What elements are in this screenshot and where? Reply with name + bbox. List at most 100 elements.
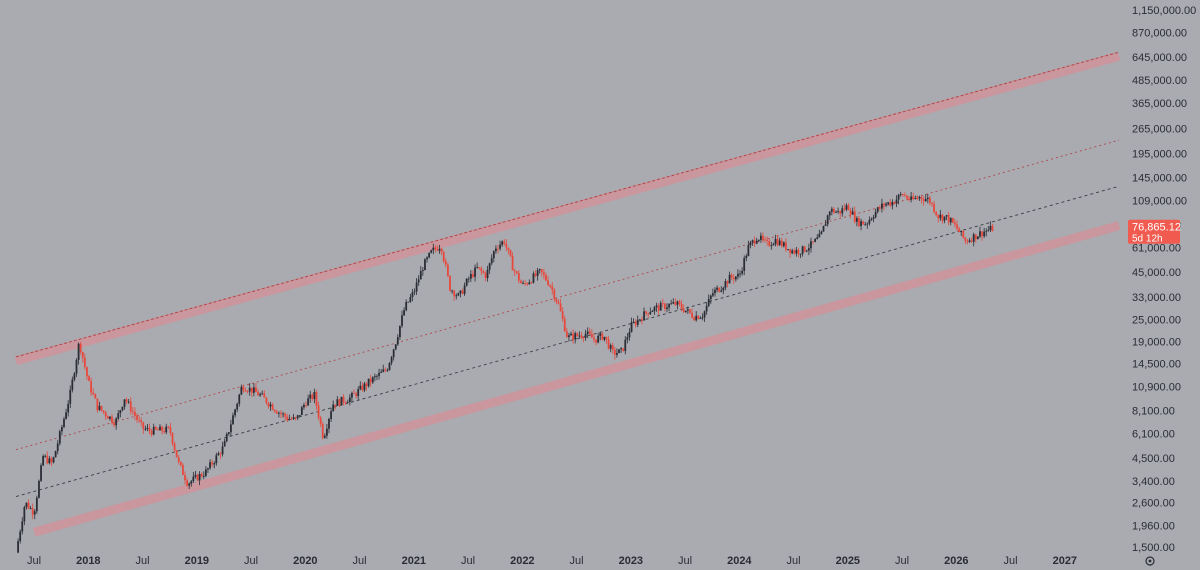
candle-body — [559, 303, 562, 312]
gear-icon[interactable] — [1145, 556, 1155, 566]
candle-body — [588, 331, 591, 334]
candle — [956, 220, 958, 231]
candle — [344, 401, 347, 405]
candle-body — [438, 248, 441, 251]
candle-body — [407, 301, 410, 303]
candle — [759, 232, 762, 243]
candle-body — [628, 332, 631, 338]
candle-body — [716, 287, 718, 290]
lower-mid-line — [15, 185, 1120, 497]
candle — [188, 482, 191, 490]
candle-body — [472, 274, 474, 277]
candle-body — [334, 404, 337, 406]
candle-body — [974, 234, 977, 240]
candle-body — [674, 302, 677, 305]
candle-body — [182, 465, 184, 475]
candle — [933, 200, 935, 214]
candle-body — [668, 304, 670, 308]
candle — [695, 311, 698, 322]
candle-body — [278, 412, 280, 414]
candle-body — [338, 399, 341, 406]
candle-body — [766, 240, 769, 241]
candle-body — [294, 417, 297, 419]
candle-body — [803, 246, 806, 252]
candle — [853, 206, 856, 224]
candle — [476, 262, 479, 269]
candle-body — [100, 405, 103, 411]
candle-body — [486, 269, 489, 279]
candle-body — [50, 458, 53, 463]
candle — [524, 279, 527, 286]
candle — [136, 413, 138, 424]
candle-body — [822, 225, 825, 232]
candle-body — [248, 387, 251, 392]
candle — [369, 374, 372, 388]
candle-body — [540, 269, 543, 273]
candle — [862, 220, 865, 225]
x-tick-label: Jul — [461, 555, 475, 567]
candle — [655, 302, 658, 312]
candle-body — [634, 321, 637, 325]
candle — [325, 423, 328, 439]
candle — [290, 416, 293, 421]
candle — [530, 281, 533, 285]
candle-body — [221, 446, 224, 455]
candle — [534, 270, 537, 278]
candle — [424, 258, 426, 271]
lower-channel-band — [32, 221, 1121, 537]
candle-body — [897, 194, 900, 200]
candle — [686, 306, 689, 315]
candle-body — [449, 275, 451, 291]
candle-body — [534, 273, 537, 276]
candle — [92, 388, 95, 396]
candle — [194, 470, 197, 479]
candle-body — [29, 508, 32, 509]
candle-body — [789, 249, 792, 254]
candle — [453, 289, 456, 301]
candle — [747, 240, 750, 257]
candle-body — [862, 221, 865, 225]
candle — [175, 449, 178, 458]
candle — [455, 293, 458, 300]
candle — [200, 472, 203, 478]
candle — [449, 275, 451, 292]
candle — [555, 298, 558, 305]
x-axis[interactable]: Jul 2018 Jul 2019 Jul 2020 Jul 2021 Jul 2022 Jul 20… — [27, 555, 1077, 567]
candle-body — [290, 418, 293, 420]
candle — [378, 368, 380, 380]
candle — [273, 409, 276, 413]
candle-body — [563, 318, 566, 332]
candle — [488, 262, 491, 274]
candle-body — [196, 474, 199, 481]
candle-body — [661, 303, 664, 304]
candle-body — [58, 431, 61, 444]
candle — [507, 247, 510, 255]
candle — [286, 413, 289, 423]
candle — [622, 348, 625, 352]
candle — [899, 191, 902, 197]
candle-body — [463, 285, 466, 294]
candle — [883, 202, 885, 211]
candle — [248, 383, 251, 396]
candle — [292, 413, 295, 420]
candle-body — [931, 202, 933, 204]
candle — [693, 315, 696, 321]
x-tick-label: Jul — [570, 555, 584, 567]
candle-body — [810, 241, 812, 249]
candle-body — [413, 291, 416, 293]
candle — [61, 424, 63, 436]
y-axis[interactable]: 1,150,000.00 870,000.00 645,000.00 485,000.… — [1132, 5, 1196, 554]
candle — [847, 203, 850, 211]
candle-body — [42, 456, 45, 466]
x-tick-label: Jul — [1004, 555, 1018, 567]
candle-body — [490, 258, 493, 264]
candle — [111, 414, 113, 425]
y-tick-label: 195,000.00 — [1132, 148, 1187, 160]
candle-body — [956, 224, 958, 229]
candle-body — [19, 531, 22, 542]
candle — [303, 402, 305, 410]
candle-body — [236, 403, 239, 410]
candle — [816, 234, 819, 240]
candle — [250, 387, 253, 397]
